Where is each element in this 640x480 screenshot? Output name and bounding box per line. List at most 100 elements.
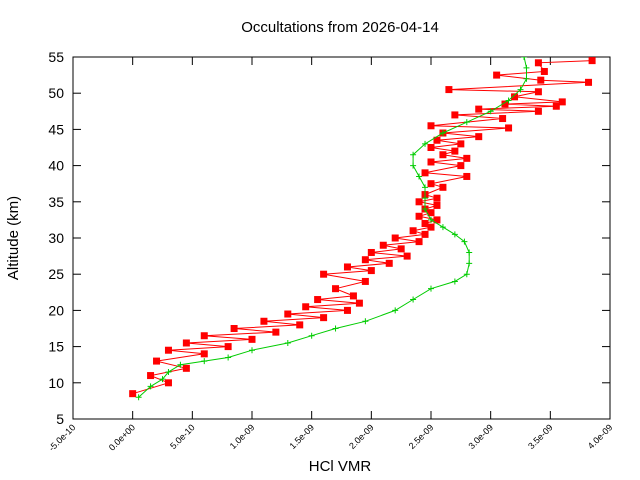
y-tick-label: 55 <box>48 49 64 65</box>
data-point-square <box>421 220 429 228</box>
data-point-square <box>248 335 256 343</box>
data-point-square <box>302 303 310 311</box>
data-point-square <box>588 57 596 65</box>
x-tick-label: 3.5e-09 <box>526 422 555 451</box>
data-point-square <box>427 209 435 217</box>
data-point-square <box>451 111 459 119</box>
data-point-plus <box>392 307 399 314</box>
data-point-square <box>427 144 435 151</box>
data-point-square <box>397 245 405 253</box>
data-point-plus <box>422 206 429 213</box>
data-point-square <box>540 67 548 75</box>
data-point-square <box>415 198 423 206</box>
x-tick-label: 5.0e-10 <box>168 422 197 451</box>
data-point-plus <box>439 224 446 231</box>
data-point-plus <box>521 57 528 60</box>
data-point-plus <box>487 108 494 115</box>
data-point-plus <box>428 285 434 292</box>
y-tick-label: 20 <box>48 302 64 318</box>
series-1 <box>129 57 596 398</box>
x-tick-label: 0.0e+00 <box>107 422 137 452</box>
y-tick-label: 50 <box>48 85 64 101</box>
y-axis-label: Altitude (km) <box>5 196 22 280</box>
data-point-square <box>427 158 435 166</box>
data-point-plus <box>416 173 423 180</box>
data-point-square <box>361 277 369 285</box>
data-point-plus <box>165 368 172 375</box>
x-tick-label: 1.0e-09 <box>228 422 257 451</box>
y-tick-label: 5 <box>56 411 64 427</box>
data-point-square <box>343 263 351 271</box>
data-point-square <box>427 122 435 130</box>
data-point-square <box>433 216 441 224</box>
data-point-square <box>361 256 369 264</box>
data-point-plus <box>332 325 339 332</box>
data-point-square <box>415 212 423 220</box>
data-point-square <box>475 133 483 141</box>
series-2 <box>135 57 530 401</box>
y-axis: 5 10 15 20 25 30 35 40 45 50 55 <box>48 49 610 427</box>
data-point-square <box>403 252 411 260</box>
data-point-square <box>511 93 519 101</box>
data-point-square <box>537 76 545 84</box>
data-point-plus <box>147 383 154 390</box>
data-point-square <box>272 328 280 336</box>
data-point-plus <box>410 162 417 169</box>
data-point-plus <box>463 271 470 278</box>
data-point-plus <box>422 195 429 202</box>
data-point-plus <box>410 151 417 158</box>
data-point-square <box>421 230 429 238</box>
data-point-plus <box>422 140 429 147</box>
data-point-square <box>355 299 363 307</box>
data-point-plus <box>451 278 458 285</box>
data-point-square <box>415 238 423 246</box>
data-point-plus <box>451 231 458 238</box>
data-point-square <box>534 59 542 67</box>
data-point-square <box>320 270 328 278</box>
data-point-plus <box>201 358 208 365</box>
series-line <box>132 60 593 395</box>
data-point-square <box>493 71 501 79</box>
data-point-plus <box>362 318 369 325</box>
series-layer <box>129 57 596 401</box>
data-point-plus <box>249 347 255 354</box>
data-point-square <box>200 332 208 340</box>
data-point-square <box>585 78 593 86</box>
y-tick-label: 35 <box>48 194 64 210</box>
data-point-square <box>505 124 513 132</box>
data-point-plus <box>177 361 184 368</box>
data-point-plus <box>466 249 473 256</box>
y-tick-label: 10 <box>48 375 64 391</box>
y-tick-label: 15 <box>48 339 64 355</box>
data-point-square <box>439 151 447 159</box>
x-tick-label: 3.0e-09 <box>466 422 495 451</box>
data-point-plus <box>284 339 291 346</box>
data-point-plus <box>308 332 315 339</box>
data-point-plus <box>461 238 468 245</box>
data-point-square <box>224 343 232 351</box>
x-tick-label: 1.5e-09 <box>287 422 316 451</box>
data-point-square <box>463 154 471 162</box>
y-tick-label: 30 <box>48 230 64 246</box>
data-point-plus <box>523 75 530 82</box>
data-point-plus <box>422 184 429 191</box>
data-point-square <box>314 296 322 304</box>
x-tick-label: 4.0e-09 <box>586 422 615 451</box>
data-point-square <box>433 136 441 144</box>
data-point-plus <box>466 260 473 267</box>
data-point-plus <box>505 97 512 104</box>
data-point-square <box>260 317 268 325</box>
y-tick-label: 40 <box>48 158 64 174</box>
data-point-square <box>457 162 465 170</box>
series-line <box>138 57 527 398</box>
data-point-square <box>463 172 471 180</box>
data-point-square <box>153 357 161 365</box>
data-point-square <box>230 325 238 332</box>
data-point-square <box>284 310 292 318</box>
data-point-square <box>421 169 429 177</box>
chart-title: Occultations from 2026-04-14 <box>241 19 439 36</box>
data-point-square <box>409 227 417 235</box>
data-point-square <box>534 107 542 115</box>
data-point-square <box>433 194 441 202</box>
